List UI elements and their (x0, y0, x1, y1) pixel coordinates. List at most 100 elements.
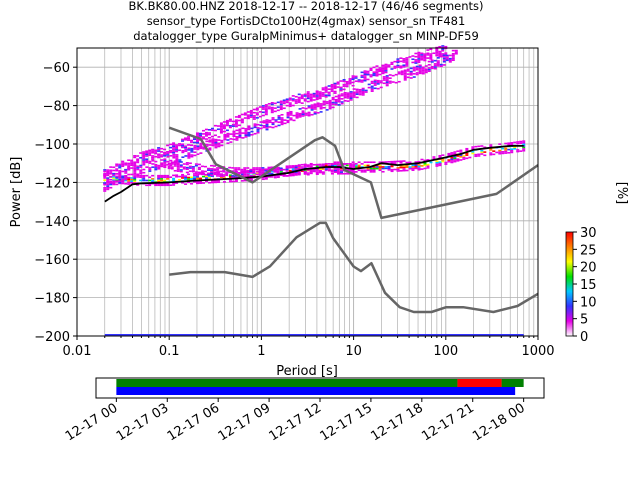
density-cell (357, 169, 361, 172)
density-cell (145, 150, 149, 153)
density-cell (358, 93, 362, 96)
density-cell (399, 60, 403, 63)
coverage-segment (501, 379, 524, 387)
density-cell (402, 59, 406, 62)
density-cell (522, 145, 526, 147)
density-cell (406, 76, 410, 79)
density-cell (142, 159, 146, 161)
density-cell (151, 179, 155, 182)
density-cell (196, 153, 200, 156)
density-cell (249, 113, 253, 115)
density-cell (246, 167, 250, 169)
density-cell (313, 104, 317, 107)
density-cell (445, 54, 449, 57)
density-cell (222, 121, 226, 123)
density-cell (378, 167, 382, 170)
density-cell (148, 151, 152, 153)
density-cell (231, 175, 235, 177)
density-cell (507, 148, 511, 151)
density-cell (190, 176, 194, 179)
density-cell (232, 135, 236, 138)
density-cell (154, 152, 158, 155)
density-cell (167, 167, 171, 170)
density-cell (187, 173, 191, 176)
density-cell (415, 73, 419, 76)
density-cell (199, 145, 203, 148)
density-cell (324, 96, 328, 98)
density-cell (414, 55, 418, 58)
density-cell (237, 167, 241, 169)
density-cell (270, 108, 274, 110)
density-cell (360, 166, 364, 168)
density-cell (187, 152, 191, 154)
density-cell (471, 151, 475, 153)
density-cell (142, 151, 146, 153)
density-cell (441, 154, 445, 156)
density-cell (423, 164, 427, 167)
density-cell (363, 171, 367, 173)
density-cell (327, 93, 331, 95)
density-cell (430, 67, 434, 70)
density-cell (190, 178, 194, 180)
density-cell (231, 120, 235, 123)
density-cell (351, 81, 355, 84)
density-cell (262, 125, 266, 127)
density-cell (235, 137, 239, 140)
density-cell (477, 153, 481, 156)
density-cell (139, 169, 143, 172)
density-cell (148, 167, 152, 169)
density-cell (185, 168, 189, 171)
density-cell (249, 177, 253, 180)
density-cell (402, 168, 406, 170)
density-cell (136, 174, 140, 177)
density-cell (343, 95, 347, 97)
density-cell (336, 163, 340, 165)
density-cell (197, 168, 201, 171)
density-cell (273, 110, 277, 113)
density-cell (151, 151, 155, 154)
density-cell (318, 171, 322, 174)
density-cell (423, 58, 427, 60)
density-cell (433, 63, 437, 65)
density-cell (273, 171, 277, 173)
density-cell (417, 160, 421, 163)
density-cell (516, 150, 520, 153)
density-cell (201, 137, 205, 140)
density-cell (276, 166, 280, 169)
density-cell (249, 114, 253, 117)
density-cell (213, 170, 217, 172)
density-cell (435, 53, 439, 55)
density-cell (423, 59, 427, 62)
density-cell (139, 164, 143, 167)
density-cell (379, 81, 383, 84)
density-cell (315, 173, 319, 176)
density-cell (310, 113, 314, 116)
density-cell (349, 164, 353, 167)
density-cell (417, 61, 421, 63)
density-cell (127, 181, 131, 184)
density-cell (288, 173, 292, 175)
density-cell (294, 164, 298, 167)
density-cell (181, 181, 185, 184)
density-cell (429, 56, 433, 59)
density-cell (364, 89, 368, 92)
density-cell (249, 109, 253, 112)
density-cell (409, 67, 413, 70)
density-cell (205, 143, 209, 146)
density-cell (270, 172, 274, 175)
density-cell (267, 107, 271, 110)
density-cell (288, 102, 292, 104)
density-cell (211, 141, 215, 144)
density-cell (385, 84, 389, 87)
density-cell (136, 155, 140, 157)
density-cell (118, 181, 122, 184)
density-cell (345, 80, 349, 83)
density-cell (142, 157, 146, 160)
density-cell (196, 145, 200, 148)
density-cell (216, 167, 220, 169)
density-cell (433, 67, 437, 70)
density-cell (157, 167, 161, 170)
density-cell (207, 137, 211, 139)
density-cell (185, 162, 189, 164)
